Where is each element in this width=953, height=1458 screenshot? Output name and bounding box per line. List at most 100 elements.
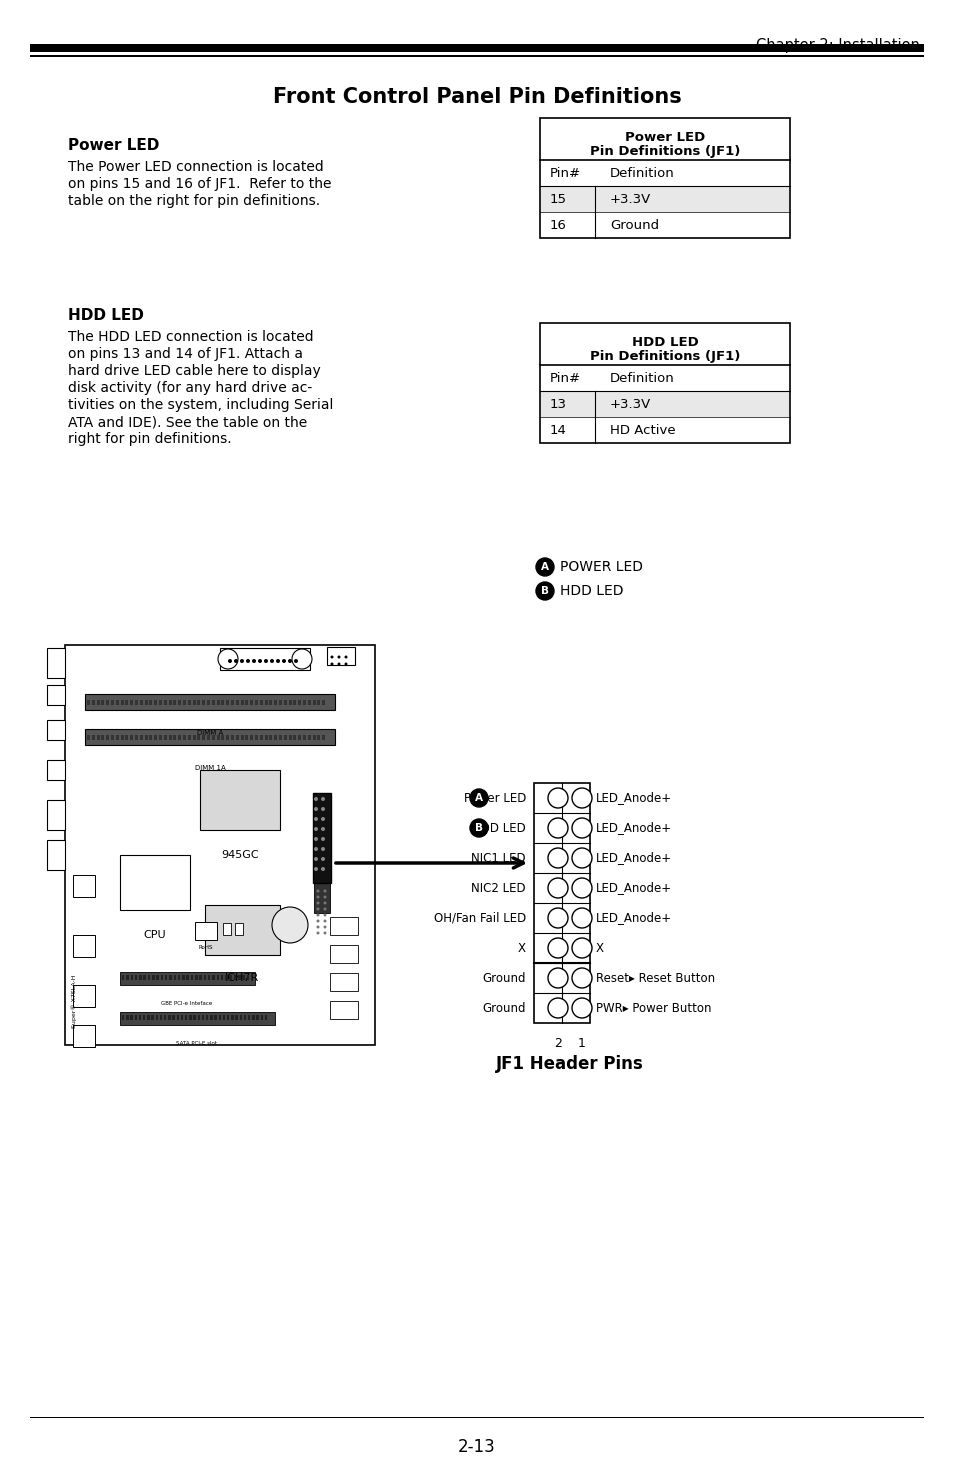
Bar — [231, 700, 233, 706]
Bar — [264, 735, 268, 741]
Circle shape — [320, 806, 325, 811]
Text: ATA and IDE). See the table on the: ATA and IDE). See the table on the — [68, 416, 307, 429]
Bar — [87, 700, 90, 706]
Text: A: A — [475, 793, 482, 803]
Text: 945GC: 945GC — [221, 850, 258, 860]
Bar — [138, 1015, 141, 1021]
Bar — [254, 735, 257, 741]
Bar — [120, 700, 124, 706]
Bar — [223, 1015, 225, 1021]
Bar — [164, 735, 167, 741]
Bar — [225, 975, 228, 980]
Bar — [298, 700, 301, 706]
Circle shape — [536, 558, 554, 576]
Text: LED_Anode+: LED_Anode+ — [596, 882, 672, 895]
Bar — [214, 1015, 216, 1021]
Bar — [239, 1015, 242, 1021]
Bar — [245, 735, 248, 741]
Text: Pin#: Pin# — [550, 168, 580, 179]
Bar — [73, 1025, 95, 1047]
Bar — [140, 735, 143, 741]
Text: 2: 2 — [554, 1037, 561, 1050]
Text: DIMM A: DIMM A — [196, 730, 223, 736]
Circle shape — [337, 656, 340, 659]
Circle shape — [314, 868, 317, 870]
Circle shape — [547, 849, 567, 868]
Bar — [189, 1015, 192, 1021]
Text: Chapter 2: Installation: Chapter 2: Installation — [756, 38, 919, 52]
Bar — [298, 735, 301, 741]
Bar — [91, 700, 94, 706]
Circle shape — [314, 816, 317, 821]
Bar — [207, 735, 210, 741]
Text: Reset▸ Reset Button: Reset▸ Reset Button — [596, 971, 715, 984]
Bar — [210, 1015, 213, 1021]
Bar — [313, 735, 315, 741]
Bar — [131, 1015, 132, 1021]
Circle shape — [316, 907, 319, 910]
Bar — [47, 647, 65, 678]
Bar — [233, 975, 236, 980]
Bar — [156, 975, 159, 980]
Text: X: X — [517, 942, 525, 955]
Bar — [47, 840, 65, 870]
Bar — [173, 735, 176, 741]
Bar — [314, 857, 330, 913]
Bar — [106, 700, 109, 706]
Bar — [125, 735, 129, 741]
Bar — [96, 700, 99, 706]
Bar — [30, 1417, 923, 1419]
Bar — [216, 975, 219, 980]
Bar — [221, 975, 223, 980]
Bar — [111, 700, 113, 706]
Bar — [274, 700, 277, 706]
Circle shape — [316, 901, 319, 904]
Bar — [197, 700, 200, 706]
Bar — [122, 1015, 125, 1021]
Bar — [143, 1015, 146, 1021]
Bar — [259, 735, 262, 741]
Circle shape — [314, 857, 317, 862]
Bar — [164, 1015, 167, 1021]
Bar — [197, 1015, 200, 1021]
Bar — [269, 700, 273, 706]
Bar — [278, 700, 282, 706]
Bar — [106, 735, 109, 741]
Circle shape — [316, 895, 319, 898]
Bar — [140, 700, 143, 706]
Bar — [230, 975, 232, 980]
Circle shape — [320, 827, 325, 831]
Bar — [178, 700, 181, 706]
Text: right for pin definitions.: right for pin definitions. — [68, 432, 232, 446]
Circle shape — [320, 798, 325, 800]
Bar — [213, 975, 214, 980]
Bar — [130, 700, 133, 706]
Bar — [254, 700, 257, 706]
Bar — [130, 735, 133, 741]
Bar — [126, 1015, 129, 1021]
Text: 1: 1 — [578, 1037, 585, 1050]
Text: NIC2 LED: NIC2 LED — [471, 882, 525, 895]
Bar — [197, 735, 200, 741]
Circle shape — [572, 968, 592, 989]
Circle shape — [323, 889, 326, 892]
Bar — [274, 735, 277, 741]
Bar — [212, 700, 214, 706]
Bar — [154, 735, 157, 741]
Bar — [234, 923, 243, 935]
Bar — [308, 735, 311, 741]
Bar — [194, 921, 216, 940]
Text: 15: 15 — [550, 192, 566, 206]
Circle shape — [272, 907, 308, 943]
Bar — [139, 975, 142, 980]
Circle shape — [264, 659, 268, 663]
Text: Power LED: Power LED — [624, 131, 704, 144]
Text: CPU: CPU — [144, 930, 166, 940]
Text: The HDD LED connection is located: The HDD LED connection is located — [68, 330, 314, 344]
Text: The Power LED connection is located: The Power LED connection is located — [68, 160, 323, 174]
Text: hard drive LED cable here to display: hard drive LED cable here to display — [68, 364, 320, 378]
Circle shape — [320, 847, 325, 851]
Bar — [145, 735, 148, 741]
Bar — [168, 1015, 171, 1021]
Bar — [125, 700, 129, 706]
